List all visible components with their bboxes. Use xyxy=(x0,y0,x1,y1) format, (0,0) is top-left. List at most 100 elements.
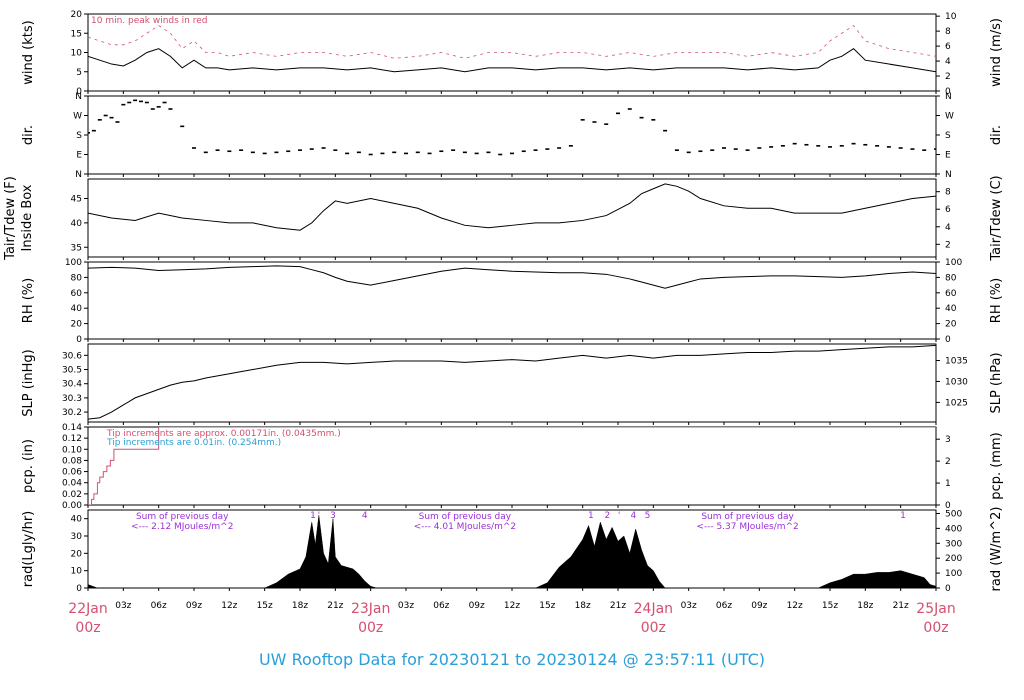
direction-point xyxy=(922,149,927,151)
wind-ytick-right-label: 8 xyxy=(945,27,951,37)
wind-ytick-right-label: 2 xyxy=(945,72,951,82)
precip-note-approx: Tip increments are approx. 0.00171in. (0… xyxy=(106,429,341,439)
precipitation-ytick-right-label: 1 xyxy=(945,479,951,489)
radiation-mark: 4 xyxy=(362,511,368,521)
wind-ytick-left-label: 20 xyxy=(71,10,83,20)
hour-tick-label: 06z xyxy=(716,601,732,611)
direction-point xyxy=(121,103,126,106)
direction-point xyxy=(274,151,279,154)
direction-point xyxy=(733,148,738,150)
hour-tick-label: 03z xyxy=(398,601,414,611)
direction-point xyxy=(934,148,936,150)
direction-point xyxy=(156,106,161,108)
direction-point xyxy=(886,146,891,148)
radiation-ytick-right-label: 100 xyxy=(945,569,962,579)
direction-point xyxy=(192,147,196,149)
temperature-ytick-left-label: 35 xyxy=(71,243,82,253)
humidity-ytick-left-label: 60 xyxy=(71,289,83,299)
direction-point xyxy=(722,147,726,149)
radiation-ytick-left-label: 10 xyxy=(71,567,83,577)
panel-pressure: 30.2 30.3 30.4 30.5 30.6 1025 1030 1035 SLP (inH… xyxy=(21,343,1004,425)
humidity-ylabel-left: RH (%) xyxy=(21,278,36,323)
radiation-sum-label: Sum of previous day xyxy=(419,512,512,522)
direction-point xyxy=(898,147,903,149)
radiation-sum-label: Sum of previous day xyxy=(136,512,229,522)
direction-point xyxy=(910,148,915,150)
radiation-sum-value: <--- 4.01 MJoules/m^2 xyxy=(414,522,516,532)
temperature-ytick-right-label: 2 xyxy=(945,240,951,250)
direction-point xyxy=(392,151,397,154)
pressure-frame xyxy=(87,343,937,423)
panel-precipitation: 0.000.020.040.06 0.080.100.120.14 0 1 2 3 pcp.… xyxy=(21,423,1004,511)
day-label: 22Jan xyxy=(68,601,107,617)
direction-point xyxy=(144,101,149,104)
direction-ylabel-left: dir. xyxy=(21,125,36,145)
hour-tick-label: 06z xyxy=(151,601,167,611)
pressure-ylabel-left: SLP (inHg) xyxy=(21,349,36,417)
direction-point xyxy=(168,108,173,110)
radiation-mark: 5 xyxy=(645,511,651,521)
direction-ytick-left-label: N xyxy=(75,92,82,102)
radiation-ytick-right-label: 500 xyxy=(945,509,962,519)
direction-point xyxy=(127,101,132,104)
direction-point xyxy=(592,121,597,123)
direction-point xyxy=(133,99,138,102)
hour-tick-label: 21z xyxy=(893,601,909,611)
wind-ylabel-right: wind (m/s) xyxy=(989,18,1004,87)
precip-note-tip: Tip increments are 0.01in. (0.254mm.) xyxy=(106,438,281,448)
direction-point xyxy=(780,145,785,147)
hour-tick-label: 06z xyxy=(433,601,449,611)
radiation-sum-value: <--- 5.37 MJoules/m^2 xyxy=(696,522,798,532)
temperature-ytick-right-label: 8 xyxy=(945,188,951,198)
radiation-ytick-right-label: 400 xyxy=(945,524,962,534)
radiation-ytick-left-label: 40 xyxy=(71,515,83,525)
radiation-sum-label: Sum of previous day xyxy=(701,512,794,522)
chart-title: UW Rooftop Data for 20230121 to 20230124… xyxy=(259,650,765,669)
humidity-ytick-left-label: 100 xyxy=(65,258,82,268)
direction-point xyxy=(757,147,762,149)
direction-ytick-right-label: W xyxy=(945,112,954,122)
wind-series-2 xyxy=(88,25,936,59)
precipitation-ytick-left-label: 0.06 xyxy=(62,468,82,478)
direction-point xyxy=(404,152,408,155)
radiation-mark: 3 xyxy=(330,511,336,521)
humidity-series-1 xyxy=(88,265,936,289)
pressure-ytick-left-label: 30.5 xyxy=(62,366,82,376)
wind-ytick-left-label: 10 xyxy=(71,49,83,59)
direction-frame xyxy=(87,95,937,175)
pressure-ytick-right-label: 1030 xyxy=(945,377,968,387)
precipitation-ytick-left-label: 0.04 xyxy=(62,479,82,489)
direction-point xyxy=(580,119,585,121)
direction-point xyxy=(816,145,821,147)
direction-point xyxy=(545,148,550,150)
temperature-ytick-left-label: 40 xyxy=(71,219,83,229)
pressure-ytick-left-label: 30.6 xyxy=(62,351,82,361)
direction-point xyxy=(486,151,491,154)
direction-ytick-left-label: N xyxy=(75,170,82,180)
direction-point xyxy=(839,145,844,147)
direction-point xyxy=(321,147,326,149)
hour-tick-label: 18z xyxy=(292,601,308,611)
wind-series-1 xyxy=(88,48,936,73)
direction-point xyxy=(309,148,314,150)
day-time-label: 00z xyxy=(75,620,100,636)
humidity-ytick-left-label: 0 xyxy=(76,335,82,345)
humidity-ytick-right-label: 20 xyxy=(945,320,957,330)
direction-point xyxy=(103,114,108,117)
precipitation-ytick-right-label: 0 xyxy=(945,501,951,511)
temperature-ytick-right-label: 6 xyxy=(945,205,951,215)
direction-point xyxy=(203,151,208,154)
precipitation-ytick-left-label: 0.10 xyxy=(62,445,82,455)
humidity-ytick-right-label: 60 xyxy=(945,289,957,299)
direction-point xyxy=(875,145,880,147)
wind-ytick-right-label: 4 xyxy=(945,57,951,67)
radiation-sum-value: <--- 2.12 MJoules/m^2 xyxy=(131,522,233,532)
temperature-ylabel-left: Tair/Tdew (F) xyxy=(3,176,18,261)
direction-point xyxy=(498,153,503,156)
direction-point xyxy=(239,149,244,151)
pressure-series-1 xyxy=(88,344,936,420)
humidity-ytick-right-label: 80 xyxy=(945,273,957,283)
hour-tick-label: 12z xyxy=(787,601,803,611)
precipitation-ytick-left-label: 0.14 xyxy=(62,423,82,433)
pressure-ytick-left-label: 30.2 xyxy=(62,408,82,418)
